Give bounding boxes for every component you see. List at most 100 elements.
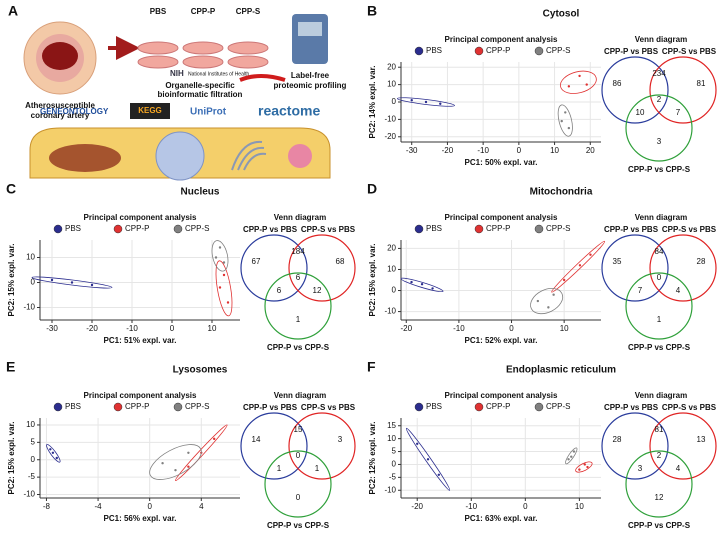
y-axis-label: PC2: 15% expl. var. <box>7 244 16 317</box>
legend-label: PBS <box>426 46 442 55</box>
y-tick-label: 0 <box>31 278 36 287</box>
legend-swatch <box>53 402 63 412</box>
x-axis-label: PC1: 52% expl. var. <box>465 336 538 345</box>
venn-circle <box>649 234 717 302</box>
panel-letter: D <box>367 181 377 197</box>
x-tick-label: 0 <box>170 324 175 333</box>
data-point <box>585 83 588 86</box>
y-tick-label: -5 <box>28 472 36 481</box>
data-point <box>426 458 430 461</box>
data-point <box>439 102 442 105</box>
legend-label: CPP-S <box>185 224 209 233</box>
venn-circle <box>240 234 308 302</box>
venn-circle <box>601 56 669 124</box>
treatment: CPP-P <box>191 7 216 16</box>
panel-a: A Atherosusceptible coronary artery PBS … <box>8 3 347 181</box>
data-point <box>431 287 434 290</box>
legend-swatch <box>414 224 424 234</box>
y-tick-label: 0 <box>31 455 36 464</box>
x-tick-label: 0 <box>509 324 514 333</box>
x-axis-label: PC1: 50% expl. var. <box>465 158 538 167</box>
venn-count: 2 <box>657 95 662 104</box>
x-tick-label: 0 <box>523 502 528 511</box>
venn-count: 12 <box>313 286 322 295</box>
set-label: CPP-P vs PBS <box>243 225 298 234</box>
venn-title: Venn diagram <box>274 213 326 222</box>
venn-title: Venn diagram <box>274 391 326 400</box>
venn-count: 3 <box>657 137 662 146</box>
confidence-ellipse <box>215 260 233 317</box>
lysosome <box>288 144 312 168</box>
plot-title: Principal component analysis <box>84 391 197 400</box>
set-label: CPP-S vs PBS <box>662 47 717 56</box>
venn-count: 7 <box>676 108 681 117</box>
y-tick-label: 10 <box>387 434 396 443</box>
venn-count: 3 <box>338 435 343 444</box>
data-point <box>572 450 576 453</box>
venn-count: 0 <box>296 493 301 502</box>
legend-swatch <box>414 402 424 412</box>
venn-count: 67 <box>252 257 261 266</box>
data-point <box>567 85 571 88</box>
y-tick-label: 10 <box>26 253 35 262</box>
panel-title: Endoplasmic reticulum <box>506 365 616 376</box>
mass-spectrometer-screen <box>298 22 322 36</box>
x-axis-label: PC1: 63% expl. var. <box>465 514 538 523</box>
data-point <box>226 301 230 304</box>
venn-circle <box>288 234 356 302</box>
data-point <box>55 456 58 460</box>
set-label: CPP-P vs CPP-S <box>267 521 330 530</box>
venn-count: 13 <box>697 435 706 444</box>
data-point <box>214 256 218 259</box>
legend-swatch <box>474 46 484 56</box>
venn-count: 6 <box>277 286 282 295</box>
set-label: CPP-P vs CPP-S <box>267 343 330 352</box>
endoplasmic-reticulum <box>231 140 267 171</box>
legend-label: CPP-P <box>486 402 510 411</box>
venn-circle <box>649 412 717 480</box>
confidence-ellipse <box>405 427 451 491</box>
data-point <box>547 306 550 309</box>
legend-label: CPP-S <box>546 402 570 411</box>
database-logo: reactome <box>258 103 320 119</box>
data-point <box>552 293 555 296</box>
x-tick-label: -20 <box>86 324 98 333</box>
confidence-ellipse <box>175 424 228 482</box>
venn-circle <box>288 412 356 480</box>
confidence-ellipse <box>551 240 606 293</box>
legend-label: CPP-P <box>125 402 149 411</box>
data-point <box>187 451 190 454</box>
legend-swatch <box>173 224 183 234</box>
set-label: CPP-P vs PBS <box>604 403 659 412</box>
plot-title: Principal component analysis <box>445 391 558 400</box>
plot-title: Principal component analysis <box>445 35 558 44</box>
set-label: CPP-S vs PBS <box>301 225 356 234</box>
venn-circle <box>264 272 332 340</box>
x-tick-label: -10 <box>126 324 138 333</box>
venn-circle <box>625 94 693 162</box>
venn-title: Venn diagram <box>635 35 687 44</box>
legend-label: CPP-S <box>546 224 570 233</box>
confidence-ellipse <box>575 461 593 473</box>
x-tick-label: 0 <box>517 146 522 155</box>
legend-swatch <box>414 46 424 56</box>
panel-title: Mitochondria <box>530 187 593 198</box>
confidence-ellipse <box>149 444 202 480</box>
database-logo: UniProt <box>190 107 227 118</box>
data-point <box>560 119 563 123</box>
venn-circle <box>264 450 332 518</box>
nih-logo: NIH <box>170 69 184 78</box>
venn-circle <box>625 450 693 518</box>
venn-count: 0 <box>657 273 662 282</box>
venn-count: 81 <box>697 79 706 88</box>
y-tick-label: 10 <box>387 265 396 274</box>
set-label: CPP-S vs PBS <box>301 403 356 412</box>
confidence-ellipse <box>557 104 573 137</box>
legend-label: PBS <box>65 224 81 233</box>
tissue-samples <box>137 41 269 69</box>
database-logo: KEGG <box>138 106 162 115</box>
panel-title: Lysosomes <box>173 365 228 376</box>
x-tick-label: -30 <box>46 324 58 333</box>
treatment: CPP-S <box>236 7 261 16</box>
y-tick-label: -10 <box>384 307 396 316</box>
